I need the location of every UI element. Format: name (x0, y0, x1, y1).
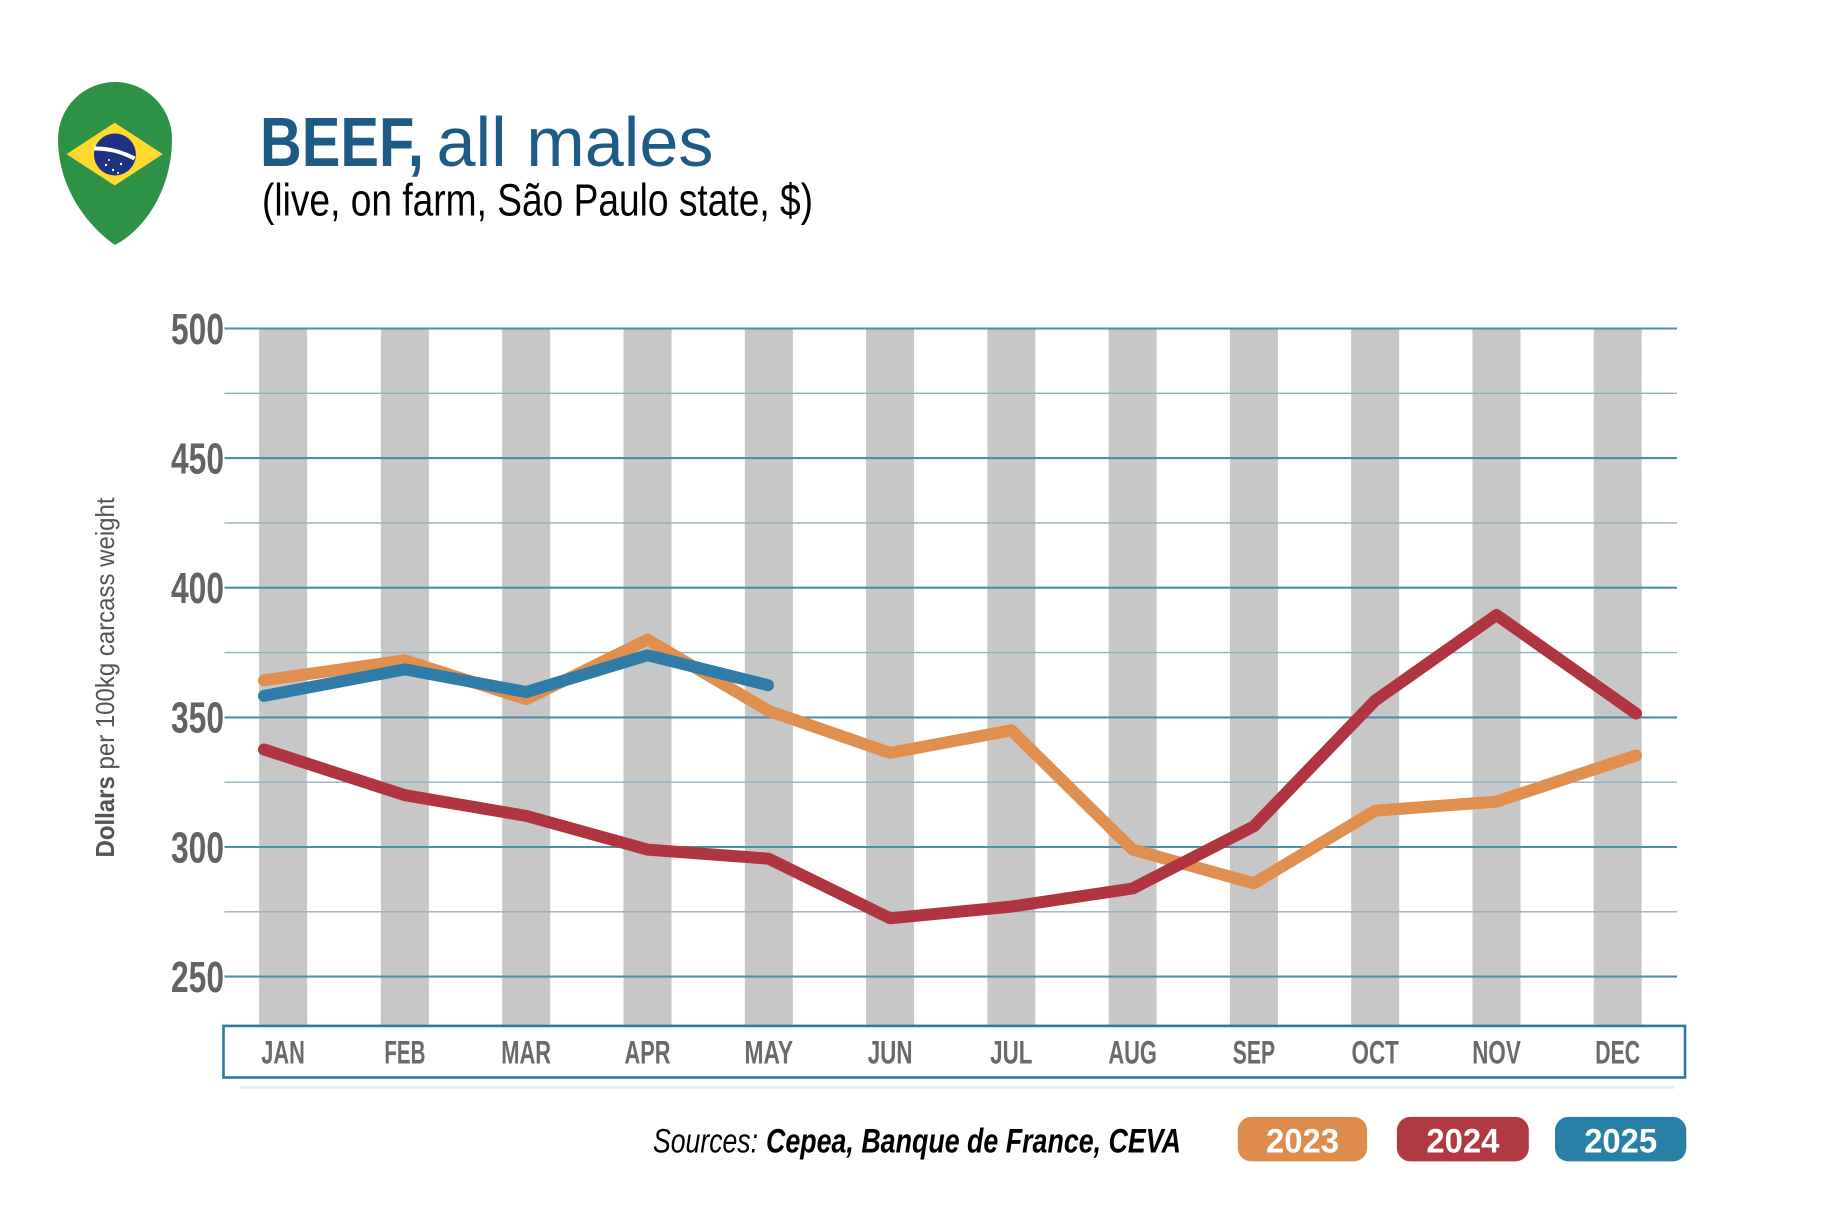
svg-text:400: 400 (171, 564, 224, 613)
svg-text:FEB: FEB (384, 1035, 425, 1071)
svg-text:500: 500 (171, 305, 224, 354)
svg-text:DEC: DEC (1595, 1035, 1640, 1071)
svg-text:350: 350 (171, 694, 224, 743)
svg-text:JAN: JAN (261, 1035, 305, 1071)
svg-text:2023: 2023 (1266, 1122, 1339, 1160)
svg-text:MAR: MAR (501, 1035, 551, 1071)
svg-text:SEP: SEP (1233, 1035, 1275, 1071)
svg-text:APR: APR (624, 1035, 670, 1071)
svg-text:300: 300 (171, 823, 224, 872)
svg-text:OCT: OCT (1352, 1035, 1400, 1071)
svg-text:all males: all males (437, 103, 714, 181)
svg-text:2025: 2025 (1584, 1122, 1657, 1160)
svg-text:Sources:Cepea, Banque de Franc: Sources: Cepea, Banque de France, CEVA (653, 1123, 1181, 1161)
svg-text:NOV: NOV (1472, 1035, 1521, 1071)
svg-text:MAY: MAY (745, 1035, 794, 1071)
svg-text:JUN: JUN (868, 1035, 913, 1071)
svg-text:2024: 2024 (1426, 1122, 1499, 1160)
svg-text:JUL: JUL (990, 1035, 1032, 1071)
svg-text:AUG: AUG (1108, 1035, 1157, 1071)
svg-text:Dollars per 100kg carcass weig: Dollars per 100kg carcass weight (90, 497, 120, 858)
svg-text:BEEF,: BEEF, (260, 103, 424, 181)
svg-text:(live, on farm, São Paulo stat: (live, on farm, São Paulo state, $) (262, 175, 813, 226)
svg-text:250: 250 (171, 953, 224, 1002)
svg-text:450: 450 (171, 434, 224, 483)
